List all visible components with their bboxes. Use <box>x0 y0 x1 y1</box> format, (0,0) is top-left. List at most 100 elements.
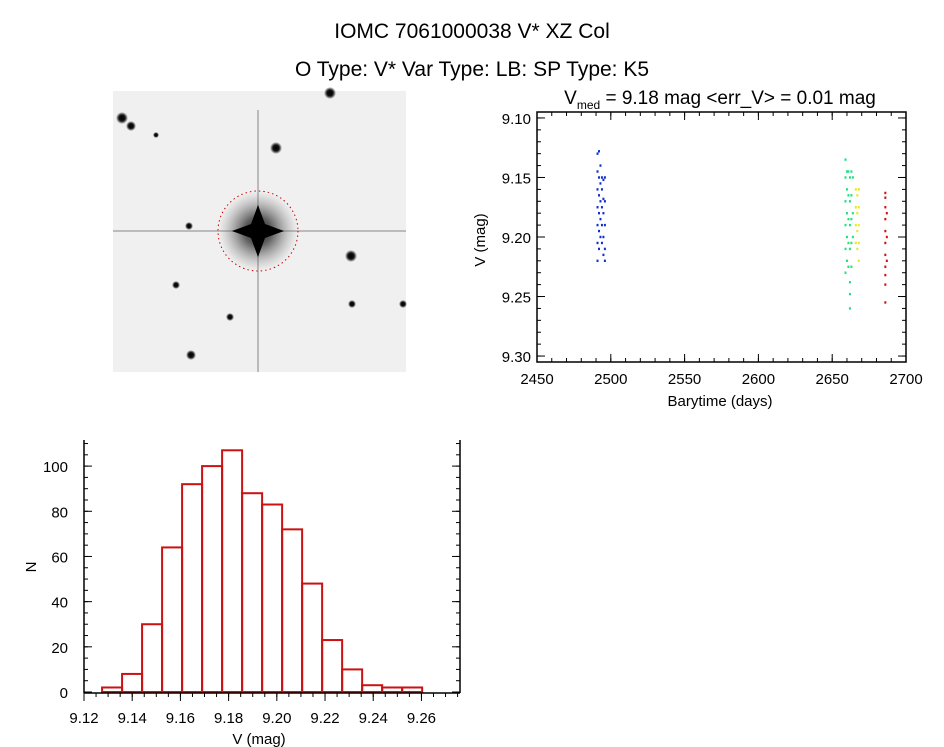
histogram-bar <box>101 686 124 693</box>
y-tick-label: 60 <box>51 549 68 566</box>
histogram-bar <box>261 503 284 694</box>
data-point <box>850 170 853 173</box>
data-point <box>602 235 605 239</box>
data-point <box>596 206 599 209</box>
data-point <box>884 253 887 257</box>
data-point <box>848 223 851 227</box>
data-point <box>884 265 887 268</box>
x-tick-label: 9.16 <box>166 710 195 727</box>
y-tick-label: 100 <box>43 459 68 476</box>
data-point <box>851 211 854 215</box>
data-point <box>884 191 887 195</box>
data-point <box>599 235 602 239</box>
data-point <box>845 235 848 239</box>
y-tick-label: 9.25 <box>502 290 531 307</box>
plot-title: Vmed = 9.18 mag <err_V> = 0.01 mag <box>564 88 876 112</box>
sky-image <box>113 87 407 372</box>
data-point <box>848 176 851 179</box>
data-point <box>597 247 600 251</box>
data-point <box>856 229 859 233</box>
data-point <box>857 188 860 191</box>
data-point <box>596 152 599 155</box>
data-point <box>851 176 854 179</box>
data-point <box>884 273 887 277</box>
y-tick-label: 80 <box>51 504 68 521</box>
x-tick-label: 9.26 <box>407 710 436 727</box>
histogram-bar <box>221 449 244 693</box>
data-point <box>597 194 600 197</box>
data-point <box>884 196 887 199</box>
data-point <box>851 235 854 239</box>
data-point <box>597 150 600 153</box>
plot-frame <box>536 111 907 363</box>
x-tick-label: 2700 <box>889 371 922 388</box>
data-point <box>597 176 600 179</box>
x-tick-label: 9.22 <box>310 710 339 727</box>
data-point <box>603 247 606 251</box>
histogram-bar <box>141 623 164 693</box>
data-point <box>854 188 857 191</box>
data-point <box>845 211 848 215</box>
data-point <box>857 223 860 227</box>
histogram-bar <box>181 483 204 693</box>
histogram-bar <box>361 684 384 693</box>
data-point <box>884 301 887 304</box>
data-point <box>597 229 600 233</box>
data-point <box>596 188 599 191</box>
x-axis-label: Barytime (days) <box>667 393 772 410</box>
data-point <box>596 170 599 173</box>
data-point <box>884 229 887 233</box>
data-point <box>599 200 602 203</box>
data-point <box>850 241 853 245</box>
data-point <box>603 223 606 227</box>
y-tick-label: 9.10 <box>502 111 531 128</box>
histogram-bar <box>281 528 304 693</box>
data-point <box>854 206 857 209</box>
data-point <box>603 259 606 263</box>
data-point <box>854 241 857 245</box>
data-point <box>857 241 860 245</box>
x-tick-label: 9.18 <box>214 710 243 727</box>
data-point <box>844 271 847 274</box>
light-curve-plot: 2450 2500 2550 2600 2650 2700 9.10 9.15 9.20 9.25… <box>472 88 923 410</box>
histogram-plot: 9.12 9.14 9.16 9.18 9.20 9.22 9.24 9.26 0 20 40 60 8… <box>23 440 461 747</box>
data-point <box>599 164 602 167</box>
data-point <box>847 194 850 197</box>
data-point <box>845 170 848 173</box>
data-point <box>885 235 888 239</box>
data-point <box>848 200 851 203</box>
data-point <box>847 241 850 245</box>
data-point <box>596 259 599 263</box>
data-point <box>845 188 848 191</box>
histogram-bar <box>321 639 344 693</box>
data-point <box>856 211 859 215</box>
data-point <box>884 206 887 209</box>
histogram-bar <box>121 672 144 694</box>
data-point <box>844 223 847 227</box>
data-point <box>857 259 860 263</box>
histogram-bar <box>201 465 224 693</box>
x-tick-label: 2600 <box>742 371 775 388</box>
data-point <box>844 200 847 203</box>
data-point <box>602 197 605 201</box>
x-tick-label: 2650 <box>816 371 849 388</box>
data-point <box>600 241 603 245</box>
y-tick-label: 9.20 <box>502 230 531 247</box>
y-tick-label: 0 <box>60 685 68 702</box>
data-point <box>847 265 850 268</box>
data-point <box>884 217 887 221</box>
histogram-bar <box>381 686 404 693</box>
data-point <box>848 281 851 284</box>
y-tick-label: 20 <box>51 640 68 657</box>
data-point <box>844 247 847 251</box>
x-tick-label: 2500 <box>594 371 627 388</box>
data-point <box>602 211 605 215</box>
histogram-bar <box>341 668 364 693</box>
data-point <box>600 176 603 179</box>
data-point <box>596 241 599 245</box>
x-tick-label: 9.24 <box>359 710 388 727</box>
data-point <box>850 194 853 197</box>
data-point <box>603 200 606 203</box>
data-point <box>856 247 859 251</box>
